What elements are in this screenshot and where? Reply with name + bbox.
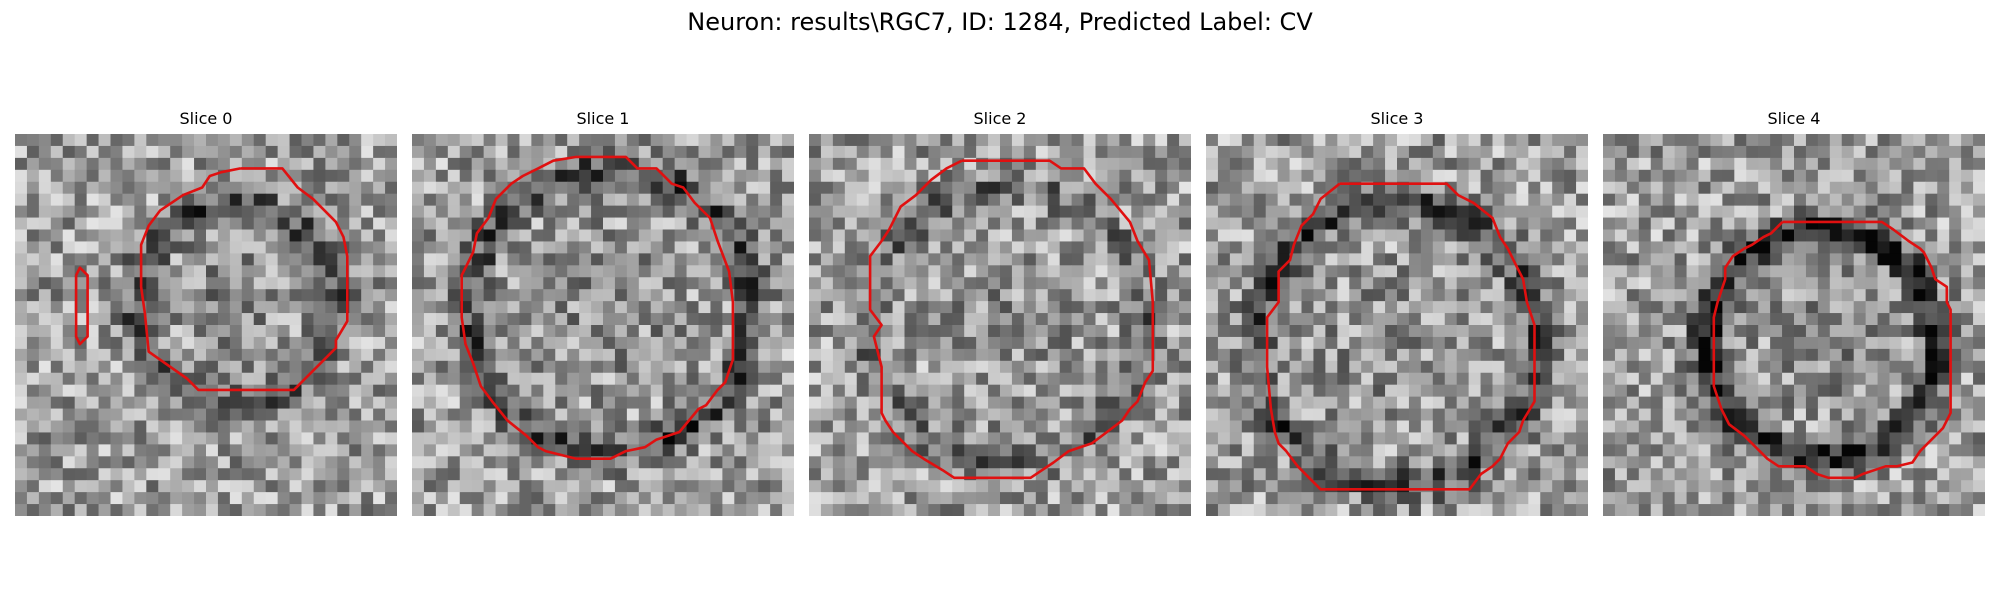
slice-pixels (1206, 134, 1588, 516)
contour-outline-0 (1265, 182, 1536, 491)
slice-panel-2: Slice 2 (809, 108, 1191, 516)
contour-outline-0 (868, 159, 1155, 480)
slice-panel-1: Slice 1 (412, 108, 794, 516)
slice-panel-4: Slice 4 (1603, 108, 1985, 516)
slice-panel-3: Slice 3 (1206, 108, 1588, 516)
contour-outline-0 (139, 167, 349, 392)
contour-outline-0 (1712, 220, 1952, 480)
slice-panel-0: Slice 0 (15, 108, 397, 516)
slice-title-4: Slice 4 (1767, 109, 1821, 128)
slice-pixels (15, 134, 397, 516)
figure-title: Neuron: results\RGC7, ID: 1284, Predicte… (687, 8, 1313, 36)
slice-title-0: Slice 0 (179, 109, 233, 128)
slice-pixels (809, 134, 1191, 516)
slice-image-0 (15, 134, 397, 516)
slice-title-3: Slice 3 (1370, 109, 1424, 128)
slice-title-1: Slice 1 (576, 109, 630, 128)
slice-title-2: Slice 2 (973, 109, 1027, 128)
slice-pixels (412, 134, 794, 516)
slice-image-1 (412, 134, 794, 516)
slice-image-2 (809, 134, 1191, 516)
slice-image-4 (1603, 134, 1985, 516)
slice-pixels (1603, 134, 1985, 516)
slice-image-3 (1206, 134, 1588, 516)
contour-outline-1 (74, 266, 89, 346)
contour-outline-0 (460, 155, 735, 461)
